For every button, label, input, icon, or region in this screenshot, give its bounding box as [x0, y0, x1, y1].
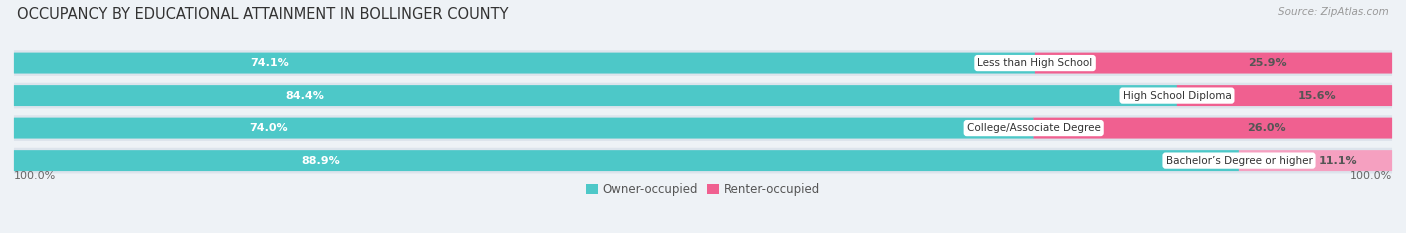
- FancyBboxPatch shape: [14, 118, 1033, 139]
- Text: 74.1%: 74.1%: [250, 58, 288, 68]
- Text: 15.6%: 15.6%: [1298, 91, 1336, 101]
- FancyBboxPatch shape: [1177, 85, 1392, 106]
- FancyBboxPatch shape: [1035, 53, 1392, 74]
- FancyBboxPatch shape: [14, 85, 1177, 106]
- Text: OCCUPANCY BY EDUCATIONAL ATTAINMENT IN BOLLINGER COUNTY: OCCUPANCY BY EDUCATIONAL ATTAINMENT IN B…: [17, 7, 509, 22]
- Text: 26.0%: 26.0%: [1247, 123, 1286, 133]
- Text: 11.1%: 11.1%: [1319, 156, 1358, 166]
- FancyBboxPatch shape: [14, 115, 1392, 141]
- Text: Source: ZipAtlas.com: Source: ZipAtlas.com: [1278, 7, 1389, 17]
- Text: 100.0%: 100.0%: [1350, 171, 1392, 181]
- FancyBboxPatch shape: [1033, 118, 1392, 139]
- Text: College/Associate Degree: College/Associate Degree: [967, 123, 1101, 133]
- Text: 84.4%: 84.4%: [285, 91, 325, 101]
- Text: High School Diploma: High School Diploma: [1122, 91, 1232, 101]
- Text: 25.9%: 25.9%: [1247, 58, 1286, 68]
- FancyBboxPatch shape: [14, 53, 1035, 74]
- Text: Bachelor’s Degree or higher: Bachelor’s Degree or higher: [1166, 156, 1312, 166]
- FancyBboxPatch shape: [14, 83, 1392, 108]
- FancyBboxPatch shape: [14, 50, 1392, 76]
- Text: 100.0%: 100.0%: [14, 171, 56, 181]
- FancyBboxPatch shape: [1239, 150, 1392, 171]
- Legend: Owner-occupied, Renter-occupied: Owner-occupied, Renter-occupied: [581, 178, 825, 201]
- Text: 88.9%: 88.9%: [301, 156, 340, 166]
- Text: Less than High School: Less than High School: [977, 58, 1092, 68]
- FancyBboxPatch shape: [14, 150, 1239, 171]
- FancyBboxPatch shape: [14, 148, 1392, 173]
- Text: 74.0%: 74.0%: [250, 123, 288, 133]
